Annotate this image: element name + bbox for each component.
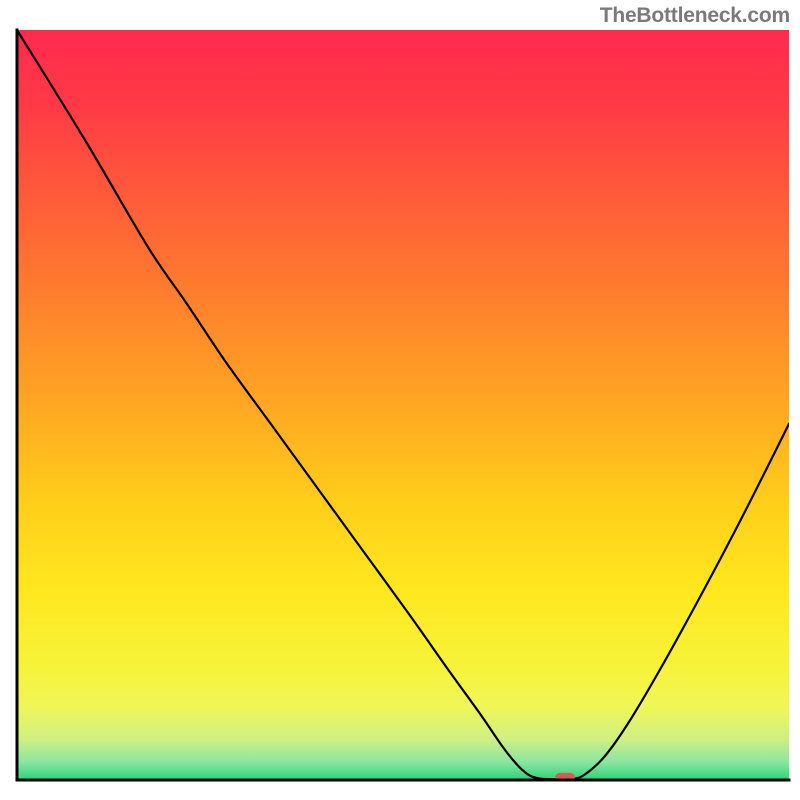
chart-container: { "watermark": { "text": "TheBottleneck.…: [0, 0, 800, 800]
bottleneck-chart: [0, 0, 800, 800]
gradient-background: [17, 30, 789, 780]
watermark-text: TheBottleneck.com: [600, 4, 790, 28]
